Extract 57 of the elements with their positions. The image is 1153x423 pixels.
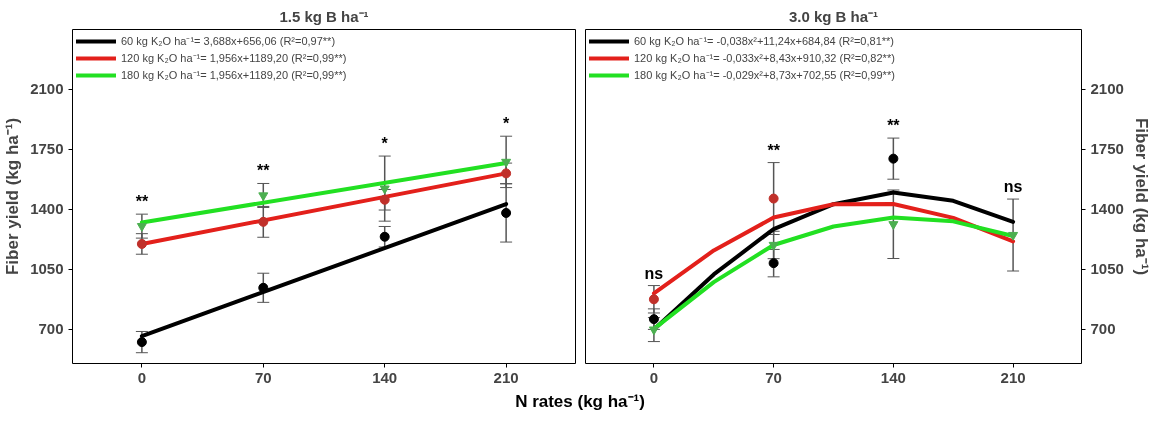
annotation: * <box>503 115 511 133</box>
x-tick-label: 140 <box>372 368 398 386</box>
x-tick-label: 140 <box>880 368 906 386</box>
point <box>1008 231 1019 241</box>
x-tick-label: 210 <box>1000 368 1026 386</box>
point <box>136 337 147 348</box>
y-tick-label: 1400 <box>30 200 64 218</box>
annotation: ** <box>767 141 781 159</box>
x-tick-label: 70 <box>765 368 782 386</box>
point <box>136 238 147 249</box>
point <box>648 294 659 305</box>
x-axis-title: N rates (kg ha⁻¹) <box>515 391 645 413</box>
legend-label: 180 kg K₂O ha⁻¹= -0,029x²+8,73x+702,55 (R²=0,99**) <box>634 68 895 82</box>
chart-title: 1.5 kg B ha⁻¹ <box>279 7 369 25</box>
x-tick-label: 0 <box>137 368 147 386</box>
point <box>501 207 512 218</box>
annotation: ns <box>644 264 664 282</box>
legend-label: 120 kg K₂O ha⁻¹= 1,956x+1189,20 (R²=0,99**) <box>121 51 347 65</box>
y-tick-label: 2100 <box>30 80 64 98</box>
annotation: ** <box>135 193 149 211</box>
point <box>379 185 390 195</box>
annotation: ns <box>1003 178 1023 196</box>
y2-axis-title: Fiber yield (kg ha⁻¹) <box>1131 117 1151 276</box>
point <box>768 258 779 269</box>
annotation: ** <box>257 162 271 180</box>
point <box>501 168 512 179</box>
point <box>888 221 899 230</box>
y-tick-label: 1050 <box>30 260 64 278</box>
y-axis-title: Fiber yield (kg ha⁻¹) <box>3 117 23 276</box>
point <box>258 192 269 202</box>
x-tick-label: 0 <box>649 368 659 386</box>
y-tick-label: 1750 <box>30 140 64 158</box>
point <box>888 153 899 164</box>
point <box>768 241 779 251</box>
point <box>379 194 390 205</box>
legend-label: 120 kg K₂O ha⁻¹= -0,033x²+8,43x+910,32 (R²=0,82**) <box>634 51 895 65</box>
chart-title: 3.0 kg B ha⁻¹ <box>788 7 879 25</box>
y2-tick-label: 2100 <box>1090 80 1124 98</box>
point <box>258 216 269 227</box>
legend-label: 60 kg K₂O ha⁻¹= 3,688x+656,06 (R²=0,97**) <box>121 34 336 48</box>
legend-label: 60 kg K₂O ha⁻¹= -0,038x²+11,24x+684,84 (R²=0,81**) <box>634 34 895 48</box>
y2-tick-label: 1750 <box>1090 140 1124 158</box>
annotation: * <box>381 135 389 153</box>
point <box>648 314 659 325</box>
point <box>768 193 779 204</box>
y-tick-label: 700 <box>38 320 64 338</box>
y2-tick-label: 1050 <box>1090 260 1124 278</box>
y2-tick-label: 1400 <box>1090 200 1124 218</box>
point <box>501 158 512 168</box>
annotation: ** <box>887 117 901 135</box>
x-tick-label: 70 <box>254 368 272 386</box>
legend-label: 180 kg K₂O ha⁻¹= 1,956x+1189,20 (R²=0,99**) <box>121 68 347 82</box>
point <box>136 223 147 232</box>
point <box>648 326 659 336</box>
point <box>379 231 390 242</box>
y2-tick-label: 700 <box>1090 320 1116 338</box>
x-tick-label: 210 <box>493 368 519 386</box>
